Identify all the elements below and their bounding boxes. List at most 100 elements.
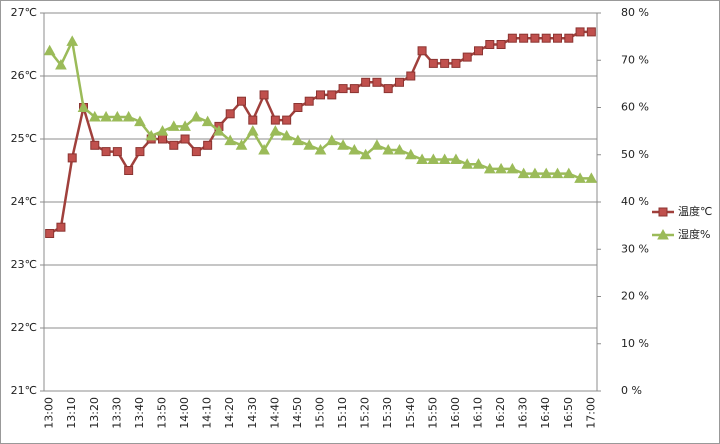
marker: [67, 153, 77, 163]
marker: [438, 153, 451, 164]
x-tick-label: 16:10: [472, 397, 485, 429]
y2-tick-label: 70 %: [621, 53, 649, 66]
marker: [270, 115, 280, 125]
marker: [551, 167, 564, 179]
x-tick-label: 15:40: [404, 397, 417, 429]
y2-tick-label: 80 %: [621, 6, 649, 19]
marker: [472, 158, 485, 169]
marker: [451, 58, 461, 68]
marker: [201, 115, 214, 127]
marker: [100, 110, 112, 122]
x-tick-label: 15:10: [336, 397, 349, 429]
marker: [314, 143, 327, 155]
x-tick-label: 15:20: [359, 397, 372, 429]
marker: [427, 153, 440, 164]
marker: [529, 167, 541, 179]
y-tick-label: 23℃: [11, 258, 37, 271]
marker: [383, 84, 393, 94]
marker: [101, 147, 111, 157]
marker: [507, 33, 517, 43]
x-tick-label: 15:00: [314, 397, 327, 429]
marker: [282, 115, 292, 125]
marker: [349, 84, 359, 94]
marker: [280, 129, 293, 141]
y-tick-label: 21℃: [11, 384, 37, 397]
marker: [338, 84, 348, 94]
marker: [158, 134, 167, 144]
marker: [111, 110, 124, 122]
marker: [134, 115, 146, 127]
marker: [417, 46, 427, 56]
marker: [440, 58, 450, 68]
x-tick-label: 13:20: [88, 397, 101, 429]
marker: [562, 167, 575, 179]
y2-tick-label: 50 %: [621, 148, 649, 161]
marker: [406, 71, 416, 81]
marker: [303, 139, 316, 150]
marker: [416, 153, 428, 164]
marker: [541, 33, 551, 43]
x-tick-label: 13:50: [156, 397, 169, 429]
marker: [304, 96, 314, 106]
marker: [135, 147, 145, 157]
marker: [55, 58, 67, 70]
marker: [574, 172, 586, 183]
marker: [167, 120, 180, 131]
marker: [586, 27, 596, 37]
marker: [461, 158, 474, 169]
legend-marker: [657, 228, 669, 240]
legend-label: 温度℃: [678, 204, 712, 218]
y2-tick-label: 30 %: [621, 242, 649, 255]
y2-tick-label: 60 %: [621, 101, 649, 114]
marker: [496, 40, 506, 49]
x-tick-label: 14:40: [268, 397, 281, 429]
marker: [213, 125, 225, 136]
y2-tick-label: 0 %: [621, 384, 642, 397]
x-tick-label: 14:50: [291, 397, 304, 429]
marker: [393, 143, 406, 155]
marker: [43, 44, 56, 56]
marker: [191, 147, 201, 157]
marker: [259, 90, 269, 100]
marker: [540, 167, 553, 179]
marker: [77, 101, 90, 112]
marker: [225, 109, 235, 119]
marker: [237, 96, 246, 106]
x-tick-label: 16:00: [449, 397, 462, 429]
x-tick-label: 13:30: [110, 397, 123, 429]
marker: [450, 153, 462, 164]
x-tick-label: 13:00: [43, 397, 56, 429]
marker: [203, 140, 213, 150]
marker: [235, 139, 248, 150]
marker: [190, 110, 203, 122]
marker: [325, 134, 338, 146]
y2-tick-label: 10 %: [621, 337, 649, 350]
marker: [382, 143, 395, 155]
marker: [564, 33, 574, 43]
marker: [530, 33, 540, 43]
marker: [372, 77, 382, 87]
y2-tick-label: 40 %: [621, 195, 649, 208]
y-tick-label: 22℃: [11, 321, 37, 334]
y2-tick-label: 20 %: [621, 290, 649, 303]
marker: [112, 147, 122, 157]
marker: [45, 229, 55, 238]
x-tick-label: 16:40: [539, 397, 552, 429]
x-tick-label: 16:30: [517, 397, 530, 429]
marker: [585, 172, 598, 183]
x-tick-label: 17:00: [584, 397, 597, 429]
x-tick-label: 14:00: [178, 397, 191, 429]
x-tick-label: 14:30: [246, 397, 259, 429]
marker: [248, 115, 258, 125]
marker: [88, 110, 101, 122]
x-tick-label: 13:40: [133, 397, 146, 429]
y-tick-label: 26℃: [11, 69, 37, 82]
y-tick-label: 24℃: [11, 195, 37, 208]
marker: [483, 162, 496, 174]
legend-marker: [658, 207, 668, 217]
marker: [327, 90, 337, 100]
y-tick-label: 27℃: [11, 6, 37, 19]
x-tick-label: 13:10: [65, 397, 78, 429]
marker: [122, 110, 135, 122]
